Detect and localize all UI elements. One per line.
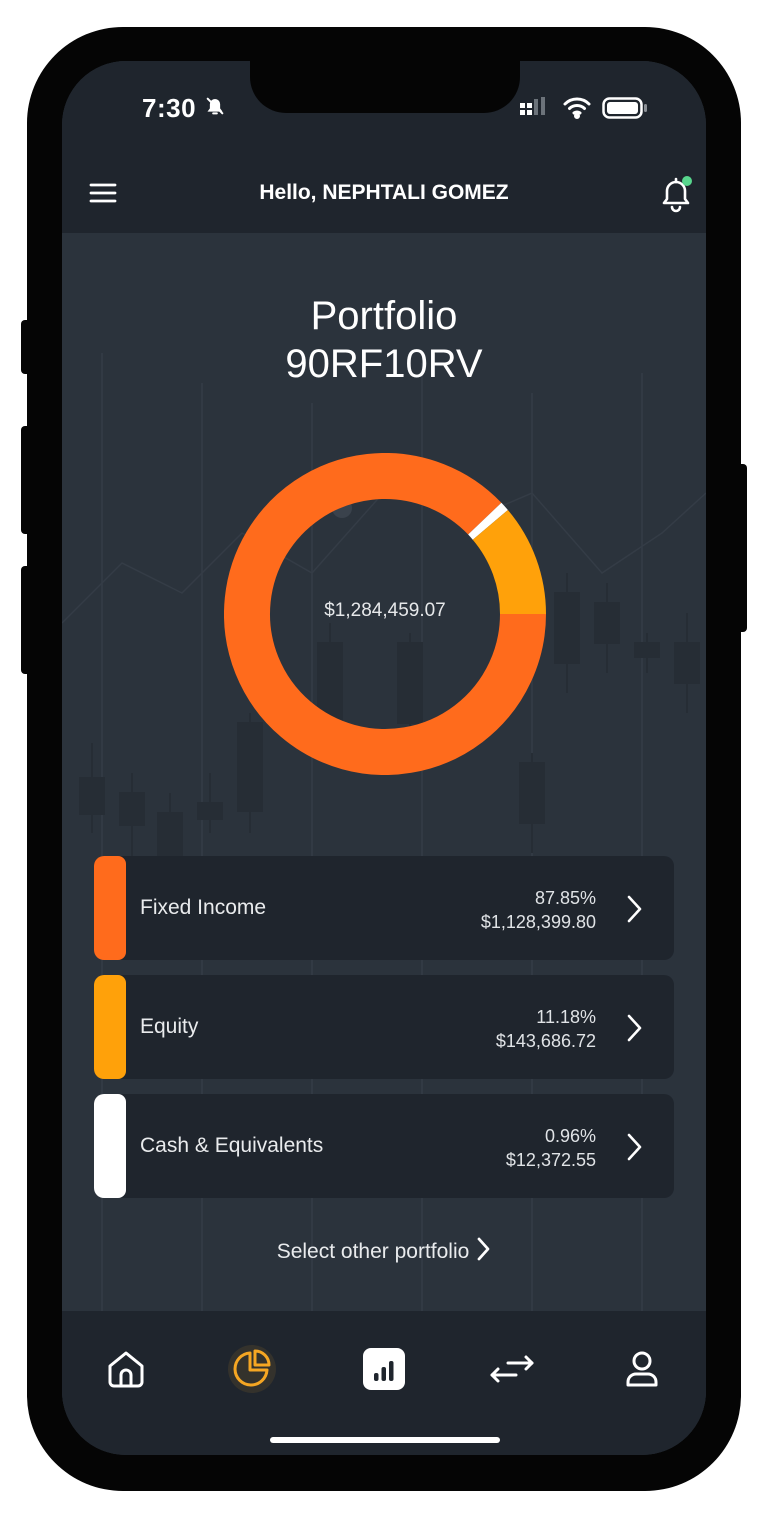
- allocation-name: Fixed Income: [140, 896, 267, 919]
- greeting-text: Hello, NEPHTALI GOMEZ: [259, 181, 509, 204]
- chevron-right-icon: [624, 894, 644, 929]
- allocation-card-fixed-income[interactable]: Fixed Income 87.85% $1,128,399.80: [94, 856, 674, 960]
- tab-markets[interactable]: [354, 1339, 414, 1399]
- tab-home[interactable]: [96, 1339, 156, 1399]
- chevron-right-icon: [624, 1132, 644, 1167]
- allocation-percent: 87.85%: [534, 888, 596, 908]
- allocation-amount: $12,372.55: [505, 1150, 596, 1170]
- allocation-amount: $143,686.72: [495, 1031, 596, 1051]
- camera-notch: [250, 61, 520, 113]
- donut-segment-equity: [472, 509, 546, 615]
- portfolio-title: Portfolio: [310, 294, 458, 338]
- transfer-icon: [490, 1355, 534, 1383]
- select-other-portfolio-label: Select other portfolio: [276, 1240, 470, 1263]
- donut-segment-fixed-income: [224, 453, 546, 775]
- allocation-name: Cash & Equivalents: [140, 1134, 324, 1157]
- bottom-tab-bar: [62, 1311, 706, 1455]
- user-icon: [626, 1351, 658, 1387]
- bar-chart-icon: [363, 1348, 405, 1390]
- allocation-donut-chart: [224, 453, 546, 775]
- allocation-percent: 11.18%: [536, 1007, 596, 1027]
- notification-bell-icon[interactable]: [656, 173, 696, 220]
- allocation-amount: $1,128,399.80: [480, 912, 596, 932]
- status-time: 7:30: [142, 93, 197, 123]
- allocation-color-bar: [94, 1094, 126, 1198]
- tab-transfers[interactable]: [482, 1339, 542, 1399]
- home-icon: [108, 1351, 144, 1388]
- app-screen: 7:30: [62, 61, 706, 1455]
- chevron-right-icon: [624, 1013, 644, 1048]
- wifi-icon: [562, 95, 592, 124]
- allocation-name: Equity: [140, 1015, 199, 1038]
- phone-volume-down-button: [21, 566, 31, 674]
- silent-mode-icon: [204, 95, 226, 122]
- chevron-right-icon: [477, 1237, 490, 1261]
- portfolio-total-value: $1,284,459.07: [324, 600, 446, 621]
- portfolio-code: 90RF10RV: [285, 342, 483, 386]
- donut-segment-cash-equivalents: [468, 502, 508, 540]
- allocation-color-bar: [94, 975, 126, 1079]
- allocation-color-bar: [94, 856, 126, 960]
- allocation-percent: 0.96%: [544, 1126, 596, 1146]
- allocation-card-equity[interactable]: Equity 11.18% $143,686.72: [94, 975, 674, 1079]
- phone-volume-up-button: [21, 426, 31, 534]
- signal-icon: [518, 97, 550, 122]
- battery-icon: [602, 97, 648, 124]
- phone-side-button: [21, 320, 31, 374]
- select-other-portfolio-link[interactable]: Select other portfolio: [62, 1236, 706, 1264]
- phone-power-button: [737, 464, 747, 632]
- menu-icon[interactable]: [88, 181, 118, 210]
- tab-profile[interactable]: [612, 1339, 672, 1399]
- home-indicator: [270, 1437, 500, 1443]
- app-header: Hello, NEPHTALI GOMEZ: [62, 161, 706, 233]
- allocation-card-cash-equivalents[interactable]: Cash & Equivalents 0.96% $12,372.55: [94, 1094, 674, 1198]
- tab-portfolio[interactable]: [222, 1339, 282, 1399]
- pie-chart-icon: [228, 1345, 276, 1393]
